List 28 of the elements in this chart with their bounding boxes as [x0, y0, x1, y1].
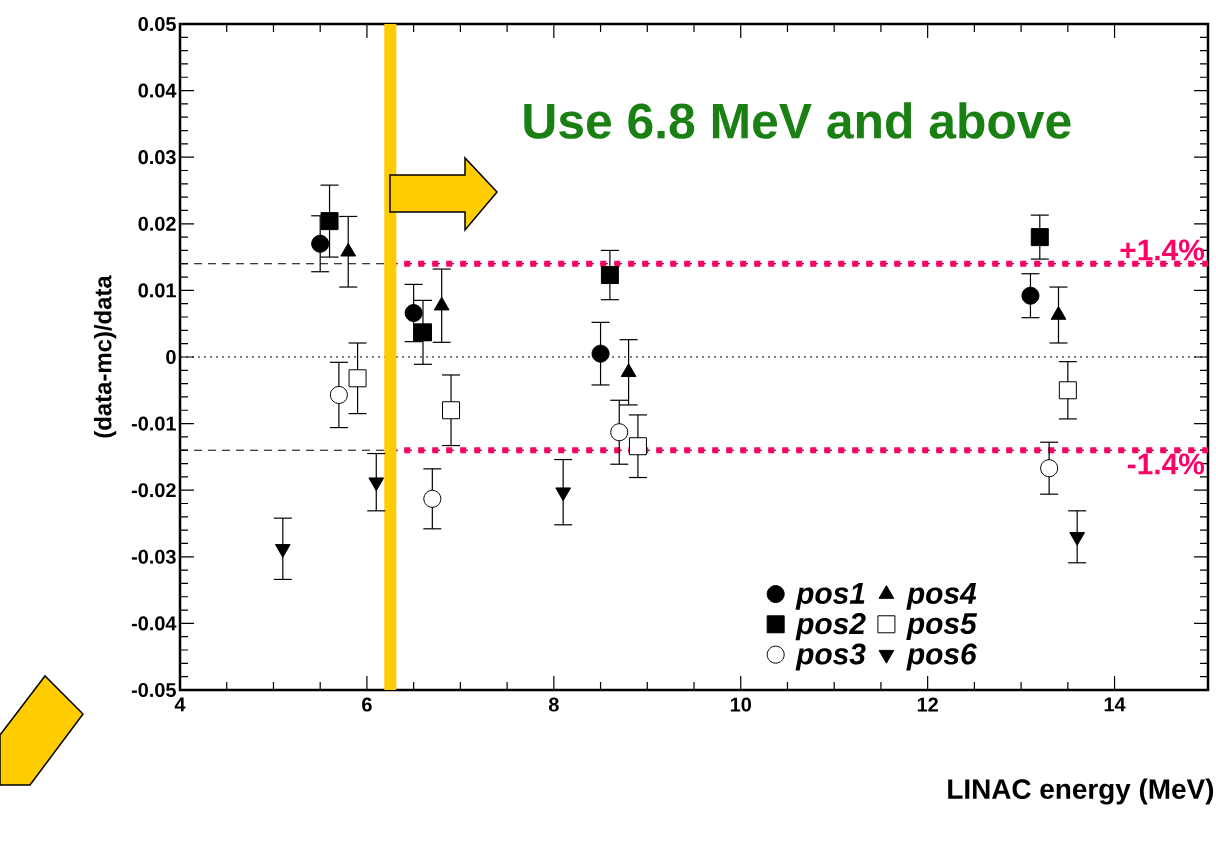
- y-tick-label: 0.04: [138, 83, 177, 98]
- annotation: Use 6.8 MeV and above: [524, 102, 1071, 139]
- y-tick-label: 0.01: [138, 283, 176, 298]
- x-axis-title: LINAC energy (MeV): [948, 778, 1214, 805]
- y-axis-title: (data-mc)/data: [93, 275, 117, 438]
- ref-line-label: -1.4%: [1127, 453, 1205, 475]
- x-tick-label: 10: [730, 697, 751, 712]
- y-tick-label: 0.03: [138, 150, 176, 165]
- legend-label: pos1: [795, 583, 865, 610]
- y-tick-label: -0.03: [131, 549, 176, 564]
- y-tick-label: 0: [166, 349, 176, 365]
- legend-label: pos6: [906, 643, 977, 671]
- legend-label: pos4: [906, 583, 977, 610]
- x-tick-label: 12: [917, 697, 938, 712]
- y-tick-label: -0.01: [131, 416, 176, 431]
- x-tick-label: 4: [174, 697, 186, 712]
- y-tick-label: 0.05: [138, 16, 176, 32]
- y-tick-label: -0.04: [131, 616, 177, 631]
- legend-label: pos5: [906, 613, 978, 641]
- y-tick-label: -0.05: [131, 682, 176, 698]
- y-tick-label: 0.02: [138, 216, 176, 231]
- y-tick-label: -0.02: [131, 483, 176, 498]
- ref-line-label: +1.4%: [1120, 239, 1205, 261]
- x-tick-label: 6: [362, 697, 372, 712]
- legend-label: pos3: [795, 643, 866, 671]
- legend-label: pos2: [795, 613, 866, 641]
- x-tick-label: 14: [1104, 697, 1126, 712]
- x-tick-label: 8: [548, 697, 559, 712]
